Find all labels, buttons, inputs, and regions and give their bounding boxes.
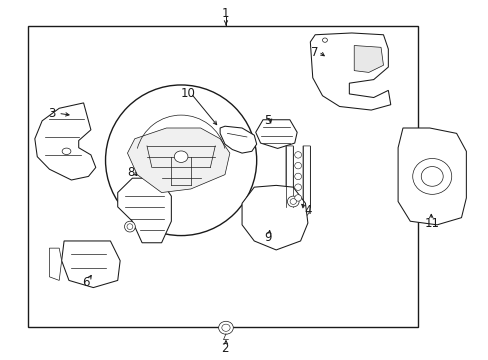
Polygon shape — [127, 128, 229, 193]
Polygon shape — [61, 241, 120, 288]
Ellipse shape — [289, 199, 296, 204]
Ellipse shape — [294, 173, 301, 180]
Text: 1: 1 — [221, 7, 228, 20]
Polygon shape — [220, 126, 256, 153]
Text: 2: 2 — [221, 342, 228, 355]
Ellipse shape — [222, 324, 230, 331]
Ellipse shape — [322, 38, 327, 42]
Text: 7: 7 — [311, 46, 318, 59]
Ellipse shape — [218, 321, 233, 334]
Ellipse shape — [294, 162, 301, 169]
Bar — [27, 26, 417, 327]
Ellipse shape — [294, 184, 301, 190]
Polygon shape — [242, 185, 307, 250]
Polygon shape — [49, 248, 61, 280]
Polygon shape — [255, 120, 297, 148]
Polygon shape — [118, 178, 171, 243]
Ellipse shape — [412, 158, 451, 194]
Text: 10: 10 — [181, 87, 196, 100]
Text: 9: 9 — [264, 231, 271, 244]
Polygon shape — [397, 128, 466, 225]
Text: 8: 8 — [127, 166, 135, 179]
Polygon shape — [353, 45, 383, 72]
Text: 5: 5 — [264, 114, 271, 127]
Text: 11: 11 — [424, 216, 439, 230]
Text: 4: 4 — [304, 204, 311, 217]
Ellipse shape — [174, 151, 187, 162]
Ellipse shape — [420, 167, 442, 186]
Ellipse shape — [105, 85, 256, 235]
Ellipse shape — [62, 148, 71, 154]
Ellipse shape — [287, 196, 299, 207]
Polygon shape — [310, 33, 390, 110]
Ellipse shape — [124, 221, 135, 232]
Polygon shape — [35, 103, 96, 180]
Text: 6: 6 — [82, 276, 90, 289]
Ellipse shape — [294, 152, 301, 158]
Ellipse shape — [127, 224, 133, 229]
Ellipse shape — [294, 195, 301, 201]
Text: 3: 3 — [48, 107, 56, 120]
Polygon shape — [285, 146, 310, 219]
